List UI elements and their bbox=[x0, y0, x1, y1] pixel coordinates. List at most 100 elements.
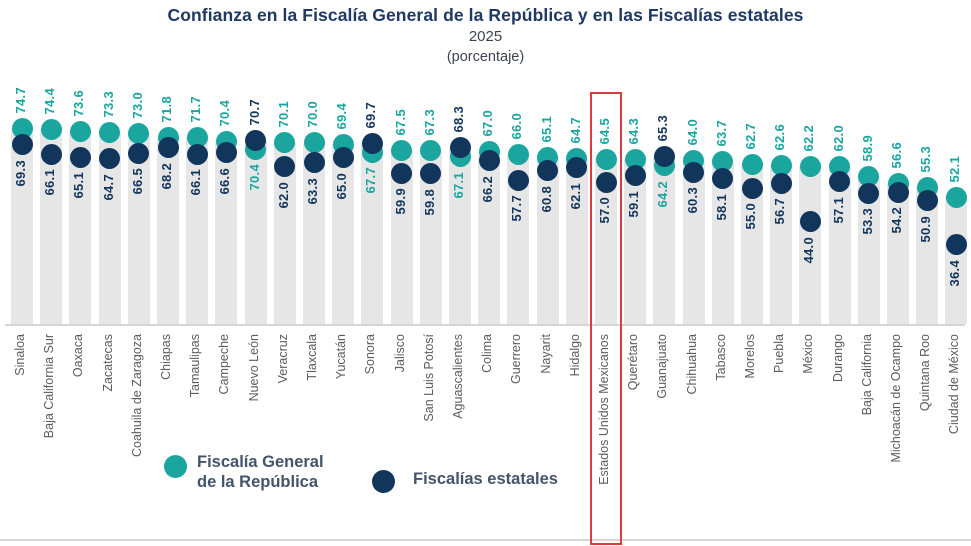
estatales-dot bbox=[829, 171, 851, 193]
estatales-value-label: 58.1 bbox=[713, 193, 729, 221]
fgr-value-label: 62.0 bbox=[830, 125, 846, 152]
category-label: Chihuahua bbox=[684, 334, 699, 395]
estatales-value-label: 69.3 bbox=[13, 159, 28, 187]
estatales-value-label: 57.7 bbox=[509, 195, 525, 222]
estatales-dot bbox=[537, 160, 559, 182]
category-label: Yucatán bbox=[334, 334, 349, 380]
column-bar bbox=[741, 164, 763, 324]
estatales-value-label: 66.2 bbox=[480, 175, 496, 203]
estatales-value-label: 68.2 bbox=[159, 162, 174, 190]
category-label: Tlaxcala bbox=[305, 334, 319, 381]
column-bar bbox=[799, 166, 822, 324]
estatales-value-label: 62.1 bbox=[567, 182, 583, 210]
fgr-value-label: 71.7 bbox=[188, 95, 204, 123]
estatales-value-label: 50.9 bbox=[918, 215, 934, 243]
fgr-value-label: 73.3 bbox=[100, 90, 116, 118]
chart-subtitle: 2025 bbox=[468, 28, 503, 45]
estatales-value-label: 65.3 bbox=[655, 115, 671, 142]
estatales-dot bbox=[69, 146, 91, 168]
fgr-value-label: 67.0 bbox=[480, 110, 496, 137]
column-bar bbox=[945, 197, 968, 324]
fgr-value-label: 70.0 bbox=[305, 100, 320, 128]
fgr-value-label: 62.2 bbox=[801, 124, 817, 152]
column-bar bbox=[244, 140, 267, 324]
estatales-value-label: 66.1 bbox=[42, 169, 58, 196]
estatales-legend-label-line1: Fiscalías estatales bbox=[413, 470, 558, 488]
column-bar bbox=[536, 157, 559, 324]
fgr-value-label: 62.6 bbox=[772, 123, 788, 151]
estatales-dot bbox=[391, 162, 413, 184]
estatales-dot bbox=[945, 234, 967, 256]
column-bar bbox=[449, 147, 471, 324]
estatales-value-label: 66.5 bbox=[129, 168, 145, 195]
category-label: Baja California Sur bbox=[42, 334, 57, 439]
estatales-dot bbox=[595, 171, 617, 193]
estatales-legend-label: Fiscalías estatales bbox=[413, 469, 558, 489]
column-bar bbox=[857, 176, 880, 324]
estatales-dot bbox=[712, 168, 734, 190]
column-bar bbox=[916, 187, 939, 324]
column-bar bbox=[828, 166, 851, 324]
estatales-value-label: 68.3 bbox=[451, 106, 466, 133]
category-label: Zacatecas bbox=[100, 334, 115, 392]
fgr-value-label: 69.4 bbox=[334, 102, 350, 130]
fgr-value-label: 71.8 bbox=[159, 95, 174, 123]
estatales-dot bbox=[858, 182, 880, 204]
fgr-value-label: 74.4 bbox=[42, 87, 58, 115]
fgr-dot bbox=[858, 165, 880, 187]
estatales-value-label: 44.0 bbox=[801, 236, 817, 264]
estatales-dot bbox=[770, 172, 792, 194]
category-label: Puebla bbox=[772, 334, 787, 373]
estatales-value-label: 53.3 bbox=[859, 208, 875, 235]
estatales-dot bbox=[799, 211, 821, 233]
column-bar bbox=[40, 129, 63, 324]
fgr-dot bbox=[624, 149, 646, 171]
category-label: Guanajuato bbox=[655, 334, 670, 399]
fgr-value-label: 62.7 bbox=[743, 123, 758, 150]
category-label: Querétaro bbox=[626, 334, 641, 391]
chart-title: Confianza en la Fiscalía General de la R… bbox=[167, 5, 804, 25]
estatales-dot bbox=[478, 150, 500, 172]
fgr-dot bbox=[274, 131, 296, 153]
fgr-value-label: 67.7 bbox=[363, 167, 379, 194]
column-bar bbox=[624, 159, 647, 324]
fgr-value-label: 64.2 bbox=[655, 180, 671, 208]
fgr-legend-label-line2: de la República bbox=[197, 473, 319, 492]
estatales-value-label: 65.0 bbox=[334, 172, 350, 200]
fgr-dot bbox=[712, 151, 734, 173]
category-label: Baja California bbox=[859, 334, 874, 416]
fgr-dot bbox=[770, 154, 792, 176]
estatales-value-label: 70.7 bbox=[246, 98, 262, 126]
fgr-value-label: 67.3 bbox=[421, 109, 437, 136]
fgr-dot bbox=[945, 186, 967, 208]
column-bar bbox=[595, 159, 617, 324]
estatales-dot bbox=[653, 146, 675, 168]
estatales-dot bbox=[507, 169, 529, 191]
fgr-dot bbox=[741, 154, 763, 176]
bottom-border-line bbox=[0, 539, 971, 541]
estatales-dot bbox=[215, 142, 237, 164]
fgr-value-label: 64.3 bbox=[626, 118, 642, 145]
estatales-value-label: 59.9 bbox=[392, 188, 408, 215]
column-bar bbox=[419, 150, 442, 324]
category-label: Quintana Roo bbox=[918, 334, 933, 412]
estatales-dot bbox=[916, 190, 938, 212]
fgr-value-label: 73.0 bbox=[129, 91, 145, 119]
fgr-value-label: 70.4 bbox=[217, 99, 233, 127]
category-label: Sinaloa bbox=[13, 334, 27, 376]
category-label: Sonora bbox=[363, 334, 378, 375]
category-label: San Luis Potosí bbox=[421, 334, 436, 422]
column-bar bbox=[273, 142, 296, 324]
fgr-value-label: 55.3 bbox=[918, 145, 934, 173]
estatales-value-label: 63.3 bbox=[305, 177, 320, 205]
fgr-value-label: 73.6 bbox=[71, 90, 87, 117]
estatales-dot bbox=[303, 152, 325, 174]
fgr-legend-label-line1: Fiscalía General bbox=[197, 453, 324, 471]
category-label: Aguascalientes bbox=[451, 334, 465, 419]
category-label: México bbox=[801, 334, 816, 374]
estatales-dot bbox=[128, 142, 150, 164]
estatales-legend-dot bbox=[372, 470, 395, 493]
estatales-value-label: 59.1 bbox=[626, 190, 642, 218]
estatales-dot bbox=[741, 177, 763, 199]
fgr-dot bbox=[186, 126, 208, 148]
